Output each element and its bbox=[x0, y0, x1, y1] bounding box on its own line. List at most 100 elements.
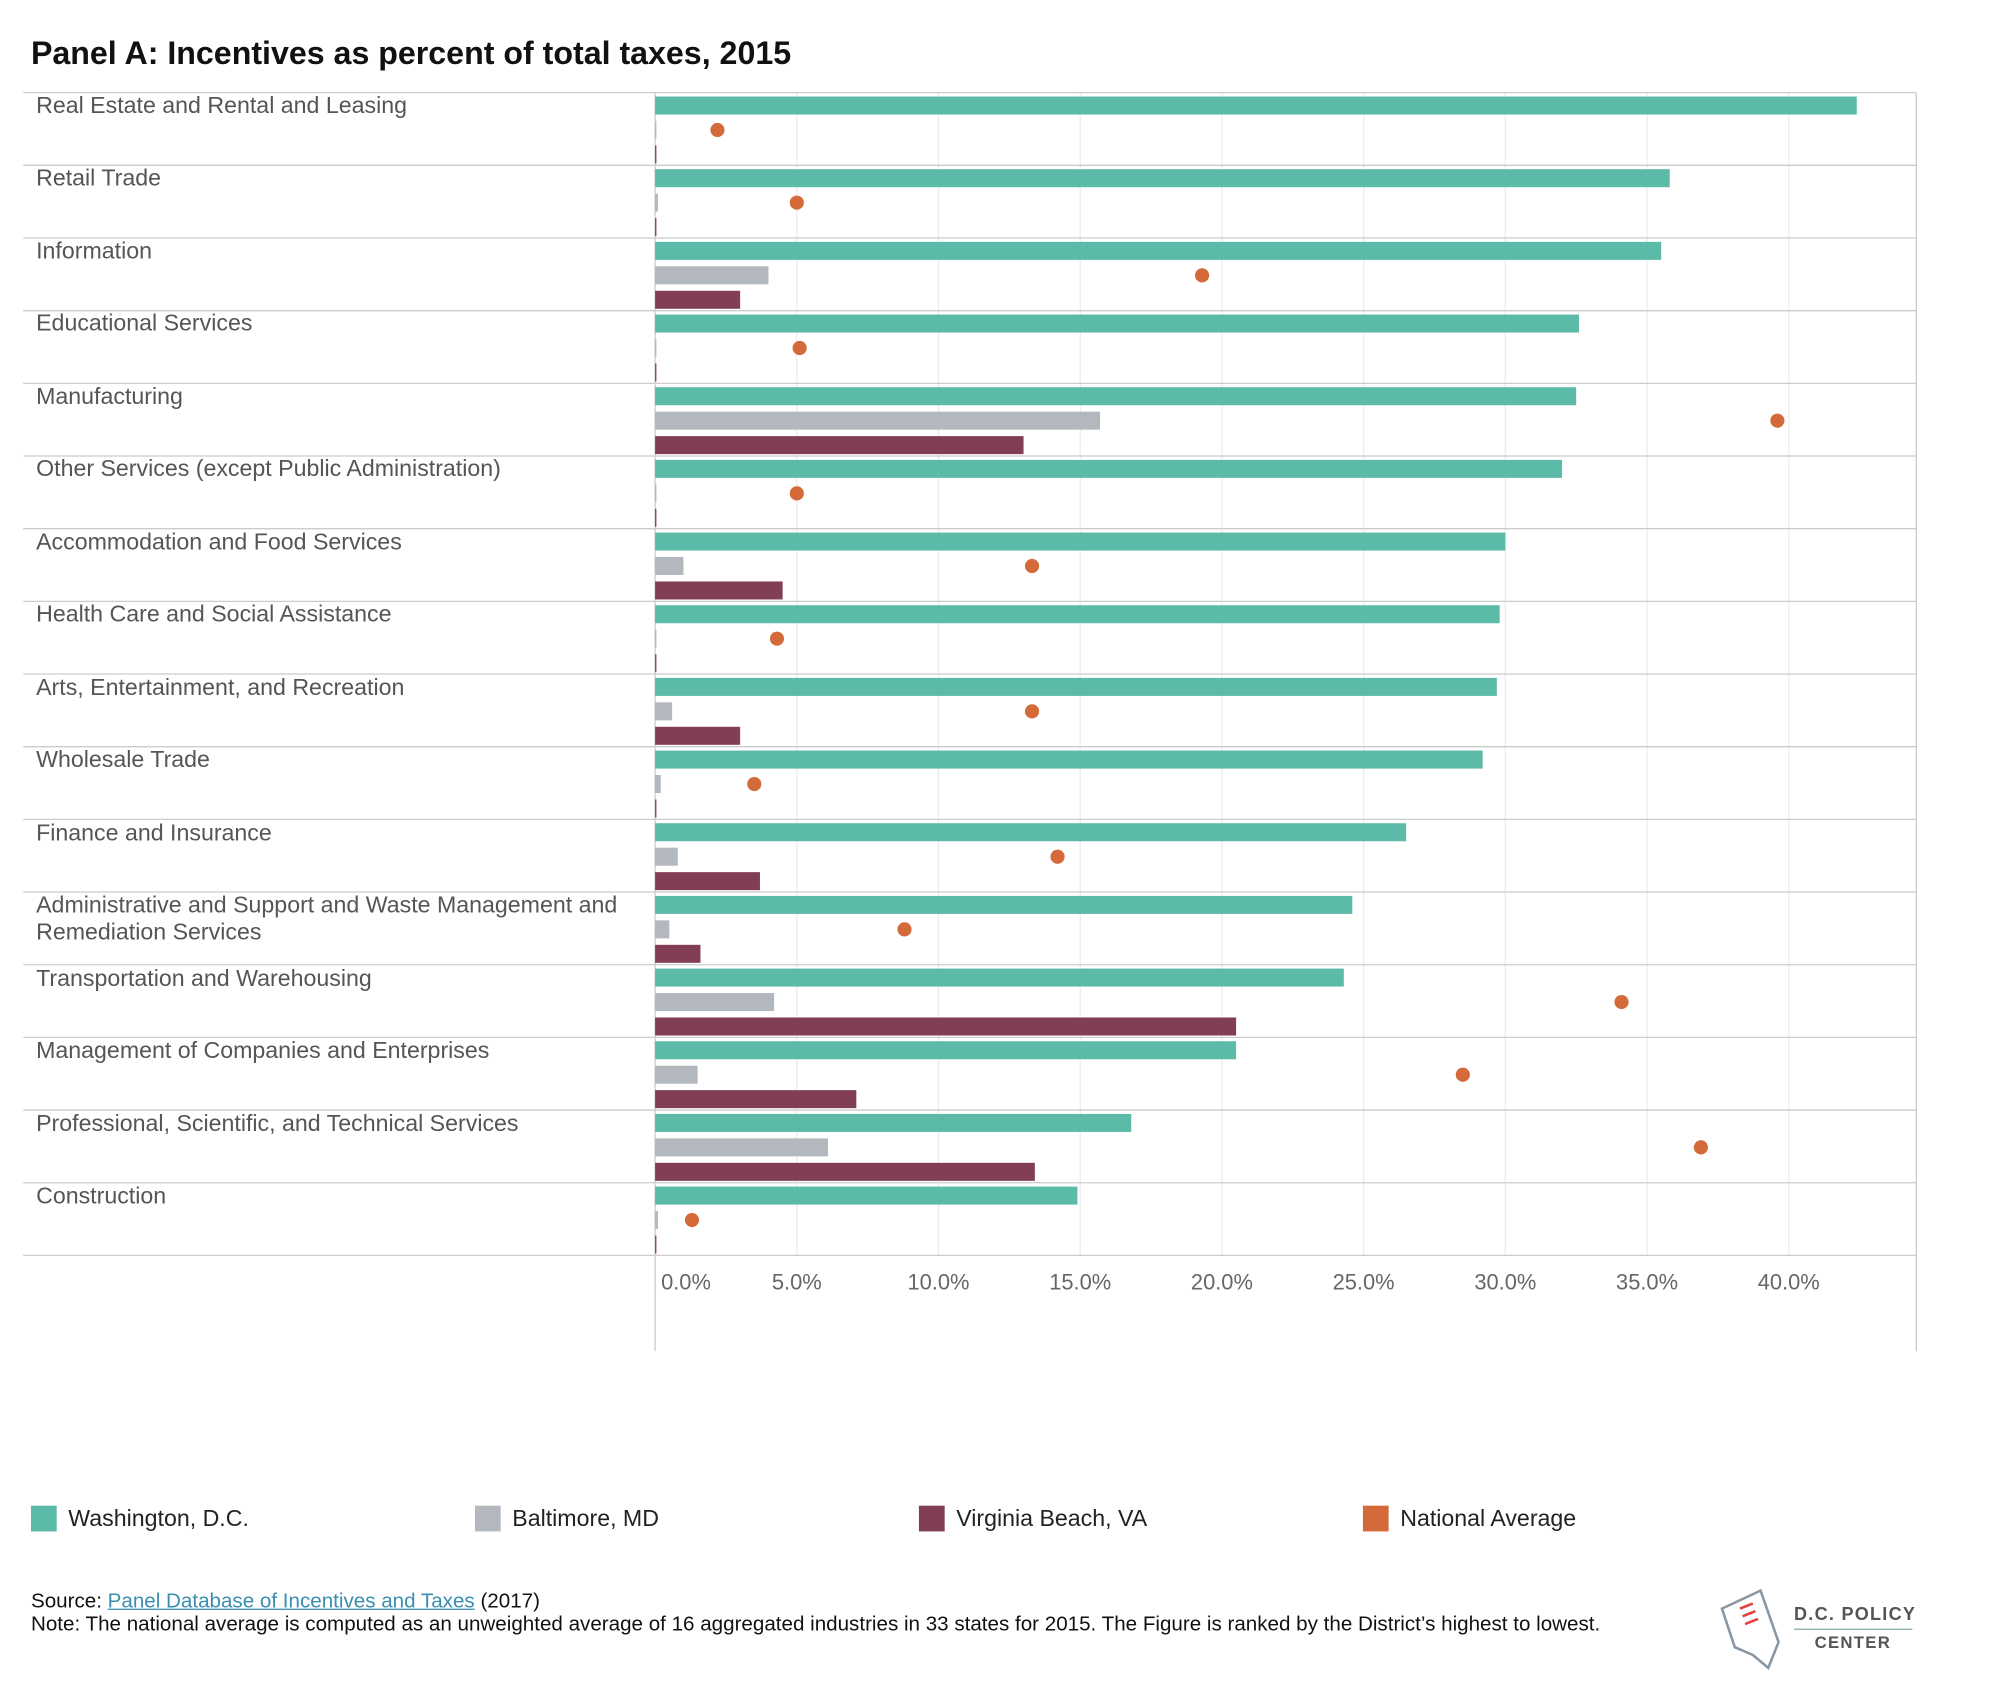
bar bbox=[655, 775, 661, 794]
bar bbox=[655, 944, 701, 963]
logo-icon-lines bbox=[1739, 1602, 1759, 1626]
bar bbox=[655, 193, 658, 212]
category-label-box: Other Services (except Public Administra… bbox=[36, 456, 501, 482]
bar bbox=[655, 629, 657, 648]
bar bbox=[655, 338, 657, 357]
category-label-box: Construction bbox=[36, 1182, 167, 1209]
legend-swatch bbox=[30, 1505, 57, 1532]
dot bbox=[792, 340, 807, 356]
chart-title: Panel A: Incentives as percent of total … bbox=[31, 35, 791, 71]
note: Note: The national average is computed a… bbox=[30, 1613, 1601, 1636]
bar bbox=[655, 993, 775, 1012]
bar bbox=[655, 799, 657, 818]
category-label-box: Accommodation and Food Services bbox=[36, 528, 402, 555]
bar bbox=[655, 872, 760, 891]
category-label: Information bbox=[36, 237, 152, 264]
bar bbox=[655, 1162, 1035, 1181]
bar bbox=[655, 605, 1500, 624]
bar bbox=[655, 654, 657, 673]
category-label-box: Health Care and Social Assistance bbox=[36, 601, 392, 628]
category-label-box: Arts, Entertainment, and Recreation bbox=[36, 674, 405, 700]
source-year: (2017) bbox=[480, 1590, 540, 1613]
bar bbox=[655, 1113, 1132, 1132]
source-label: Source: bbox=[30, 1590, 102, 1613]
legend-swatch bbox=[474, 1505, 501, 1532]
x-tick-label: 40.0% bbox=[1758, 1269, 1820, 1294]
category-label: Transportation and Warehousing bbox=[36, 964, 372, 991]
category-label-box: Educational Services bbox=[36, 311, 252, 337]
category-label: Accommodation and Food Services bbox=[36, 528, 402, 555]
category-label-box: Wholesale Trade bbox=[36, 747, 210, 773]
x-tick-label: 20.0% bbox=[1191, 1269, 1253, 1294]
bar bbox=[655, 169, 1670, 188]
bar bbox=[655, 387, 1577, 406]
dot bbox=[710, 122, 725, 138]
bar bbox=[655, 1186, 1078, 1205]
category-label-box: Professional, Scientific, and Technical … bbox=[36, 1110, 519, 1136]
legend-swatch bbox=[918, 1505, 945, 1532]
category-label-box: Retail Trade bbox=[36, 165, 162, 192]
category-label-box: Real Estate and Rental and Leasing bbox=[36, 92, 407, 119]
legend-label: Virginia Beach, VA bbox=[956, 1505, 1147, 1531]
logo: D.C. POLICY CENTER bbox=[1720, 1588, 1916, 1670]
bar bbox=[655, 459, 1563, 478]
category-label: Construction bbox=[36, 1182, 167, 1209]
source-link[interactable]: Panel Database of Incentives and Taxes bbox=[107, 1590, 475, 1613]
category-label: Manufacturing bbox=[36, 383, 183, 410]
category-label-box: Information bbox=[36, 237, 152, 264]
category-label: Professional, Scientific, and Technical … bbox=[36, 1110, 519, 1136]
bar bbox=[655, 96, 1857, 115]
category-label: Arts, Entertainment, and Recreation bbox=[36, 674, 405, 700]
source-line: Source: Panel Database of Incentives and… bbox=[31, 1591, 1614, 1614]
category-label: Finance and Insurance bbox=[36, 819, 272, 846]
legend-swatch bbox=[1362, 1505, 1389, 1532]
bar bbox=[655, 968, 1344, 987]
bar bbox=[655, 581, 783, 600]
bar bbox=[655, 363, 657, 382]
dot bbox=[897, 922, 912, 937]
category-label-box: Transportation and Warehousing bbox=[36, 964, 372, 991]
category-label: Retail Trade bbox=[36, 165, 162, 192]
x-tick-label: 5.0% bbox=[772, 1269, 822, 1294]
legend-label: Baltimore, MD bbox=[512, 1505, 659, 1531]
dot bbox=[1770, 413, 1785, 428]
dot bbox=[1050, 849, 1065, 864]
bar bbox=[655, 823, 1407, 842]
logo-icon bbox=[1720, 1588, 1780, 1670]
bar bbox=[655, 290, 741, 309]
category-label: Health Care and Social Assistance bbox=[36, 601, 392, 628]
category-label-box: Finance and Insurance bbox=[36, 819, 272, 846]
bar bbox=[655, 411, 1101, 430]
dot bbox=[789, 486, 804, 501]
legend-label: Washington, D.C. bbox=[68, 1505, 249, 1531]
footer: Source: Panel Database of Incentives and… bbox=[30, 1591, 1614, 1636]
category-label: Real Estate and Rental and Leasing bbox=[36, 92, 407, 119]
dot bbox=[1024, 558, 1040, 574]
dot bbox=[789, 195, 804, 210]
bar bbox=[655, 145, 657, 164]
bar bbox=[655, 1017, 1237, 1036]
bar bbox=[655, 1235, 657, 1254]
category-label: Management of Companies and Enterprises bbox=[36, 1037, 490, 1064]
bar bbox=[655, 1211, 658, 1230]
category-label: Other Services (except Public Administra… bbox=[36, 456, 501, 482]
bar bbox=[655, 120, 657, 139]
bar bbox=[655, 702, 673, 721]
category-label: Administrative and Support and Waste Man… bbox=[36, 892, 618, 945]
dot bbox=[1614, 994, 1629, 1010]
bar bbox=[655, 750, 1483, 769]
x-tick-label: 35.0% bbox=[1616, 1269, 1678, 1294]
dot bbox=[769, 631, 785, 646]
category-label-box: Manufacturing bbox=[36, 383, 183, 410]
bar bbox=[655, 1041, 1237, 1060]
bar bbox=[655, 266, 769, 285]
x-tick-label: 10.0% bbox=[908, 1269, 970, 1294]
bar bbox=[655, 920, 670, 939]
bar bbox=[655, 436, 1024, 455]
bar bbox=[655, 677, 1497, 696]
bar bbox=[655, 532, 1506, 551]
logo-text: D.C. POLICY bbox=[1794, 1604, 1916, 1624]
logo-text: CENTER bbox=[1815, 1633, 1891, 1652]
category-label-box: Administrative and Support and Waste Man… bbox=[36, 892, 618, 945]
